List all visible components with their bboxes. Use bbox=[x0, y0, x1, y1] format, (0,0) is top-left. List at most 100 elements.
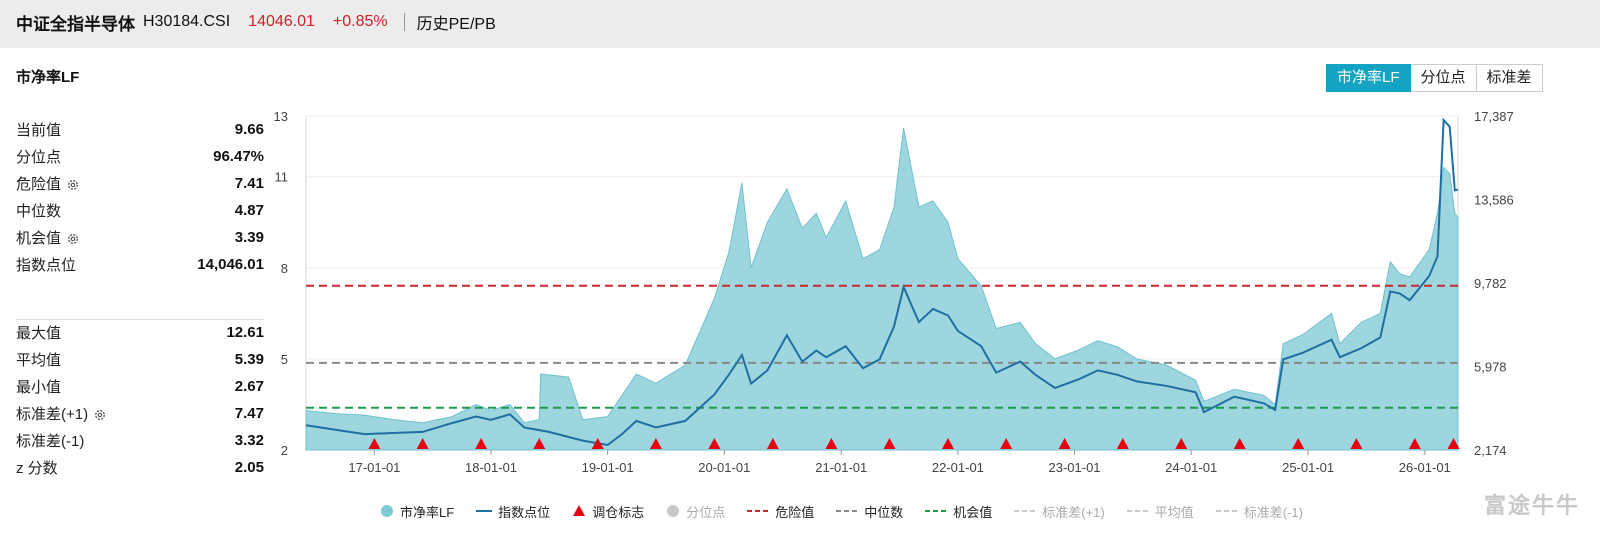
rebalance-marker bbox=[1292, 438, 1305, 449]
rebalance-marker bbox=[941, 438, 954, 449]
series-area-pb bbox=[305, 128, 1459, 451]
stat-label-text: 分位点 bbox=[16, 149, 62, 166]
stat-row: 最小值 2.67 bbox=[16, 373, 264, 400]
rebalance-marker bbox=[649, 438, 662, 449]
stat-label: 标准差(-1) bbox=[16, 430, 84, 451]
rebalance-marker bbox=[1175, 438, 1188, 449]
stat-value: 9.66 bbox=[234, 121, 264, 138]
rebalance-marker bbox=[1447, 438, 1460, 449]
y-right-tick-label: 5,978 bbox=[1474, 359, 1507, 374]
rebalance-marker bbox=[368, 438, 381, 449]
stat-label-text: 中位数 bbox=[16, 203, 62, 220]
x-tick-label: 20-01-01 bbox=[698, 460, 750, 475]
metric-tab-group: 市净率LF 分位点 标准差 bbox=[1326, 64, 1543, 92]
pb-chart: 2 5 8 11 13 2,174 5,978 9,782 13,586 17,387 17-01-… bbox=[274, 109, 1514, 475]
stat-label: 当前值 bbox=[16, 119, 61, 140]
legend-item[interactable]: 中位数 bbox=[836, 502, 903, 521]
x-tick-label: 19-01-01 bbox=[582, 460, 634, 475]
watermark-logo: 富途牛牛 bbox=[1483, 493, 1580, 518]
legend-symbol-icon bbox=[380, 504, 394, 518]
rebalance-marker bbox=[475, 438, 488, 449]
history-pe-pb-link[interactable]: 历史PE/PB bbox=[416, 16, 496, 33]
tab-pb-lf[interactable]: 市净率LF bbox=[1326, 64, 1411, 92]
stat-label-text: z 分数 bbox=[16, 460, 58, 477]
stat-value: 96.47% bbox=[213, 148, 264, 165]
x-tick-label: 23-01-01 bbox=[1049, 460, 1101, 475]
x-tick-label: 18-01-01 bbox=[465, 460, 517, 475]
stat-row: 当前值 9.66 bbox=[16, 116, 264, 143]
stat-label: 平均值 bbox=[16, 349, 61, 370]
legend-symbol-icon bbox=[836, 504, 859, 518]
y-right-tick-label: 9,782 bbox=[1474, 276, 1507, 291]
stats-history: 最大值 12.61 平均值 5.39 最小值 2.67 标准差(+1) 7.47 标准差(-1)… bbox=[16, 319, 264, 481]
stat-label: 标准差(+1) bbox=[16, 403, 106, 424]
panel-title: 市净率LF bbox=[16, 69, 80, 86]
stat-row: 中位数 4.87 bbox=[16, 197, 264, 224]
stat-value: 12.61 bbox=[226, 324, 264, 341]
y-left-tick-label: 5 bbox=[281, 352, 288, 367]
stat-label-text: 最大值 bbox=[16, 325, 62, 342]
rebalance-marker bbox=[1350, 438, 1363, 449]
rebalance-marker bbox=[766, 438, 779, 449]
index-title: 中证全指半导体 bbox=[16, 14, 135, 34]
rebalance-marker bbox=[1058, 438, 1071, 449]
x-tick-label: 21-01-01 bbox=[815, 460, 867, 475]
header-divider bbox=[403, 13, 405, 31]
gear-icon[interactable] bbox=[94, 408, 106, 420]
series-line-index bbox=[305, 117, 1459, 447]
stat-value: 5.39 bbox=[234, 351, 264, 368]
x-tick-label: 17-01-01 bbox=[348, 460, 400, 475]
legend-label: 平均值 bbox=[1154, 504, 1194, 520]
tab-percentile[interactable]: 分位点 bbox=[1410, 64, 1477, 92]
stat-row: 危险值 7.41 bbox=[16, 170, 264, 197]
legend-item[interactable]: 机会值 bbox=[925, 502, 992, 521]
legend-item[interactable]: 标准差(+1) bbox=[1014, 502, 1105, 521]
rebalance-marker bbox=[825, 438, 838, 449]
rebalance-marker bbox=[533, 438, 546, 449]
legend-item[interactable]: 危险值 bbox=[747, 502, 814, 521]
stat-label: 最大值 bbox=[16, 322, 61, 343]
stat-label: z 分数 bbox=[16, 457, 58, 478]
legend-label: 危险值 bbox=[775, 504, 815, 520]
legend-item[interactable]: 分位点 bbox=[666, 502, 725, 521]
legend-item[interactable]: 平均值 bbox=[1126, 502, 1194, 521]
rebalance-marker bbox=[1408, 438, 1421, 449]
legend-label: 指数点位 bbox=[498, 504, 551, 520]
stat-label: 中位数 bbox=[16, 200, 61, 221]
x-tick-label: 24-01-01 bbox=[1165, 460, 1217, 475]
rebalance-marker bbox=[1000, 438, 1013, 449]
stat-row: 最大值 12.61 bbox=[16, 319, 264, 346]
y-left-tick-label: 8 bbox=[281, 261, 288, 276]
stat-row: 标准差(-1) 3.32 bbox=[16, 427, 264, 454]
legend-label: 分位点 bbox=[686, 504, 726, 520]
tab-std-dev[interactable]: 标准差 bbox=[1476, 64, 1543, 92]
stat-label-text: 标准差(+1) bbox=[16, 406, 89, 423]
stat-label-text: 当前值 bbox=[16, 122, 62, 139]
gear-icon[interactable] bbox=[67, 178, 79, 190]
x-tick-label: 25-01-01 bbox=[1282, 460, 1334, 475]
stat-row: 机会值 3.39 bbox=[16, 224, 264, 251]
index-change: +0.85% bbox=[332, 13, 388, 30]
legend-symbol-icon bbox=[572, 504, 586, 518]
stat-value: 7.41 bbox=[234, 175, 264, 192]
legend-symbol-icon bbox=[925, 504, 948, 518]
stat-label-text: 机会值 bbox=[16, 230, 62, 247]
rebalance-marker bbox=[1116, 438, 1129, 449]
stat-value: 2.05 bbox=[234, 459, 264, 476]
rebalance-marker bbox=[416, 438, 429, 449]
y-left-tick-label: 11 bbox=[275, 170, 289, 185]
legend-item[interactable]: 指数点位 bbox=[476, 502, 550, 521]
legend-symbol-icon bbox=[1126, 504, 1149, 518]
rebalance-marker bbox=[883, 438, 896, 449]
gear-icon[interactable] bbox=[67, 232, 79, 244]
legend-item[interactable]: 调仓标志 bbox=[572, 502, 644, 521]
legend-item[interactable]: 市净率LF bbox=[380, 502, 454, 521]
stat-row: 标准差(+1) 7.47 bbox=[16, 400, 264, 427]
stat-label: 分位点 bbox=[16, 146, 61, 167]
legend-item[interactable]: 标准差(-1) bbox=[1215, 502, 1303, 521]
stat-value: 3.32 bbox=[234, 432, 264, 449]
stat-row: 平均值 5.39 bbox=[16, 346, 264, 373]
stat-label-text: 危险值 bbox=[16, 176, 62, 193]
rebalance-marker bbox=[708, 438, 721, 449]
legend-label: 中位数 bbox=[864, 504, 904, 520]
